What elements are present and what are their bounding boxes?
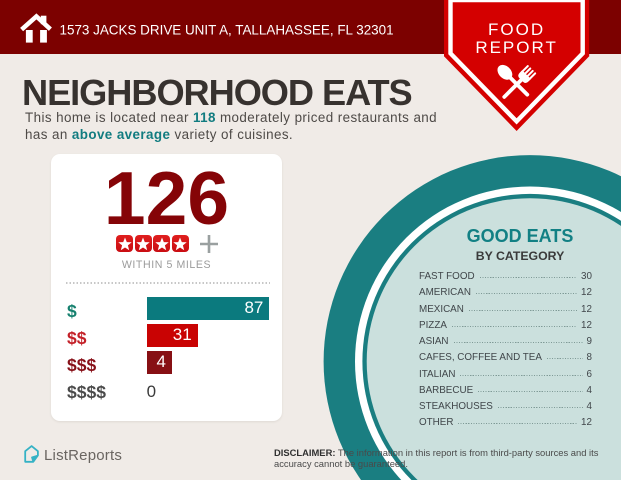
svg-text:FOOD: FOOD: [488, 20, 545, 39]
svg-text:REPORT: REPORT: [476, 38, 559, 57]
